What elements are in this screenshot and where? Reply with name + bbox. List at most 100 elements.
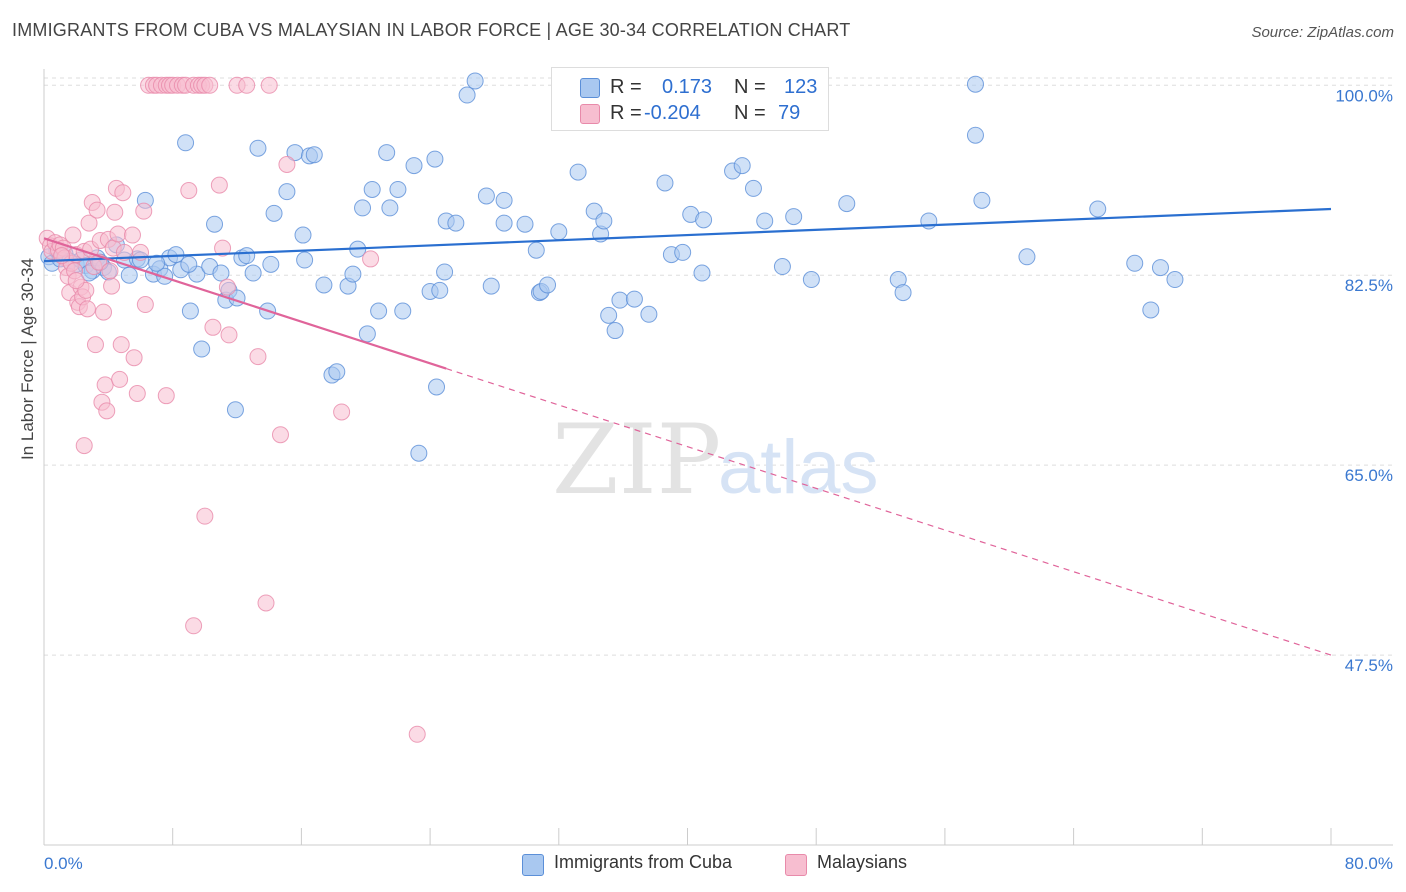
malaysian-point: [75, 437, 93, 455]
malaysian-point: [218, 278, 236, 296]
cuba-swatch-icon: [580, 78, 600, 98]
malaysian-point: [408, 725, 426, 743]
malaysian-point: [95, 303, 113, 321]
cuba-point: [966, 75, 984, 93]
cuba-point: [436, 263, 454, 281]
malaysian-point: [210, 176, 228, 194]
cuba-point: [744, 179, 762, 197]
cuba-point: [756, 212, 774, 230]
cuba-point: [773, 258, 791, 276]
cuba-point: [527, 241, 545, 259]
malaysian-point: [114, 184, 132, 202]
malaysian-point: [257, 594, 275, 612]
cuba-point: [1089, 200, 1107, 218]
malaysian-point: [106, 203, 124, 221]
legend-row-cuba: R = 0.173 N = 123: [580, 76, 817, 100]
r-label: R =: [610, 102, 642, 124]
correlation-legend: R = 0.173 N = 123 R = -0.204 N = 79: [551, 67, 829, 131]
malaysian-swatch-icon: [580, 104, 600, 124]
malaysian-point: [98, 402, 116, 420]
malaysian-point: [67, 272, 85, 290]
malaysian-point: [125, 349, 143, 367]
cuba-point: [354, 199, 372, 217]
cuba-point: [625, 290, 643, 308]
cuba-point: [120, 266, 138, 284]
n-label: N =: [734, 102, 766, 124]
cuba-point: [296, 251, 314, 269]
malaysian-point: [249, 348, 267, 366]
cuba-point: [426, 150, 444, 168]
cuba-point: [640, 305, 658, 323]
malaysian-point: [109, 225, 127, 243]
cuba-point: [148, 254, 166, 272]
malaysian-point: [185, 617, 203, 635]
cuba-point: [495, 214, 513, 232]
trend-lines: [43, 207, 1332, 656]
cuba-point: [516, 215, 534, 233]
malaysian-trend-line: [43, 237, 447, 370]
malaysian-point: [111, 370, 129, 388]
cuba-point: [226, 401, 244, 419]
cuba-point: [315, 276, 333, 294]
malaysian-point: [238, 76, 256, 94]
cuba-point: [249, 139, 267, 157]
malaysian-point: [103, 277, 121, 295]
cuba-point: [238, 247, 256, 265]
r-value: -0.204: [644, 102, 701, 124]
cuba-point: [193, 340, 211, 358]
series-cuba-points: [40, 72, 1184, 462]
malaysian-point: [78, 300, 96, 318]
cuba-point: [378, 144, 396, 162]
cuba-point: [466, 72, 484, 90]
n-value: 79: [778, 102, 801, 124]
cuba-point: [656, 174, 674, 192]
malaysian-point: [180, 182, 198, 200]
malaysian-point: [157, 387, 175, 405]
cuba-point: [550, 223, 568, 241]
cuba-point: [973, 191, 991, 209]
malaysian-point: [333, 403, 351, 421]
malaysian-point: [260, 76, 278, 94]
malaysian-point: [101, 262, 119, 280]
r-label: R =: [610, 76, 642, 98]
cuba-point: [802, 271, 820, 289]
cuba-point: [838, 195, 856, 213]
y-tick-label: 65.0%: [1345, 466, 1393, 485]
cuba-point: [695, 211, 713, 229]
cuba-point: [262, 255, 280, 273]
cuba-point: [1142, 301, 1160, 319]
source-label: Source: ZipAtlas.com: [1251, 24, 1394, 41]
cuba-point: [539, 276, 557, 294]
cuba-point: [381, 199, 399, 217]
cuba-point: [389, 180, 407, 198]
cuba-point: [265, 204, 283, 222]
x-tick-label: 0.0%: [44, 854, 83, 873]
n-label: N =: [734, 76, 766, 98]
tick-labels: 47.5% 65.0% 82.5% 100.0% 0.0% 80.0%: [44, 86, 1393, 873]
cuba-point: [181, 302, 199, 320]
malaysian-point: [135, 202, 153, 220]
cuba-point: [495, 191, 513, 209]
cuba-point: [305, 146, 323, 164]
cuba-point: [410, 444, 428, 462]
cuba-point: [1126, 254, 1144, 272]
malaysian-point: [86, 336, 104, 354]
cuba-swatch-icon: [522, 854, 544, 876]
malaysian-point: [362, 250, 380, 268]
cuba-trend-line: [43, 207, 1332, 263]
malaysian-point: [112, 336, 130, 354]
cuba-point: [358, 325, 376, 343]
r-value: 0.173: [662, 76, 713, 98]
cuba-point: [206, 215, 224, 233]
grid-lines: [44, 77, 1393, 656]
cuba-point: [431, 281, 449, 299]
cuba-point: [693, 264, 711, 282]
cuba-point: [177, 134, 195, 152]
cuba-point: [394, 302, 412, 320]
malaysian-point: [64, 226, 82, 244]
cuba-point: [344, 265, 362, 283]
malaysian-point: [80, 214, 98, 232]
malaysian-point: [220, 326, 238, 344]
malaysian-point: [278, 156, 296, 174]
cuba-point: [328, 363, 346, 381]
